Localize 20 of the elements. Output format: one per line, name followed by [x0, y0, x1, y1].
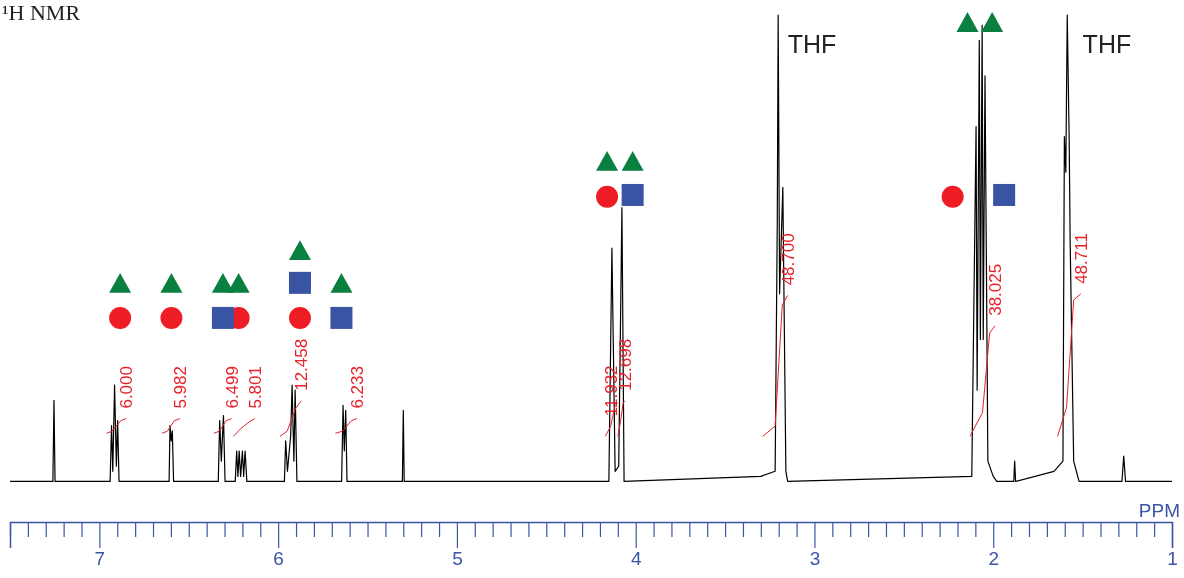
annotation: 38.025 [986, 263, 1006, 316]
annotation: THF [1082, 29, 1132, 58]
x-tick-label: 1 [1167, 548, 1178, 570]
chart-title: ¹H NMR [2, 0, 81, 25]
annotation: 6.499 [222, 366, 242, 409]
x-tick-label: 4 [630, 548, 642, 570]
x-tick-label: 5 [452, 548, 463, 570]
annotation: 5.982 [170, 366, 190, 409]
annotation: 48.711 [1071, 233, 1091, 284]
annotation: 5.801 [245, 366, 265, 409]
x-axis-title: PPM [1138, 500, 1180, 521]
annotation: 6.233 [347, 366, 367, 409]
x-tick-label: 7 [94, 548, 106, 570]
annotation: THF [787, 29, 837, 58]
annotation: 48.700 [778, 233, 798, 286]
x-tick-label: 2 [988, 548, 1000, 570]
annotation: 6.000 [117, 366, 137, 409]
x-tick-label: 3 [809, 548, 821, 570]
annotation: 12.458 [292, 338, 312, 391]
x-tick-label: 6 [273, 548, 284, 570]
